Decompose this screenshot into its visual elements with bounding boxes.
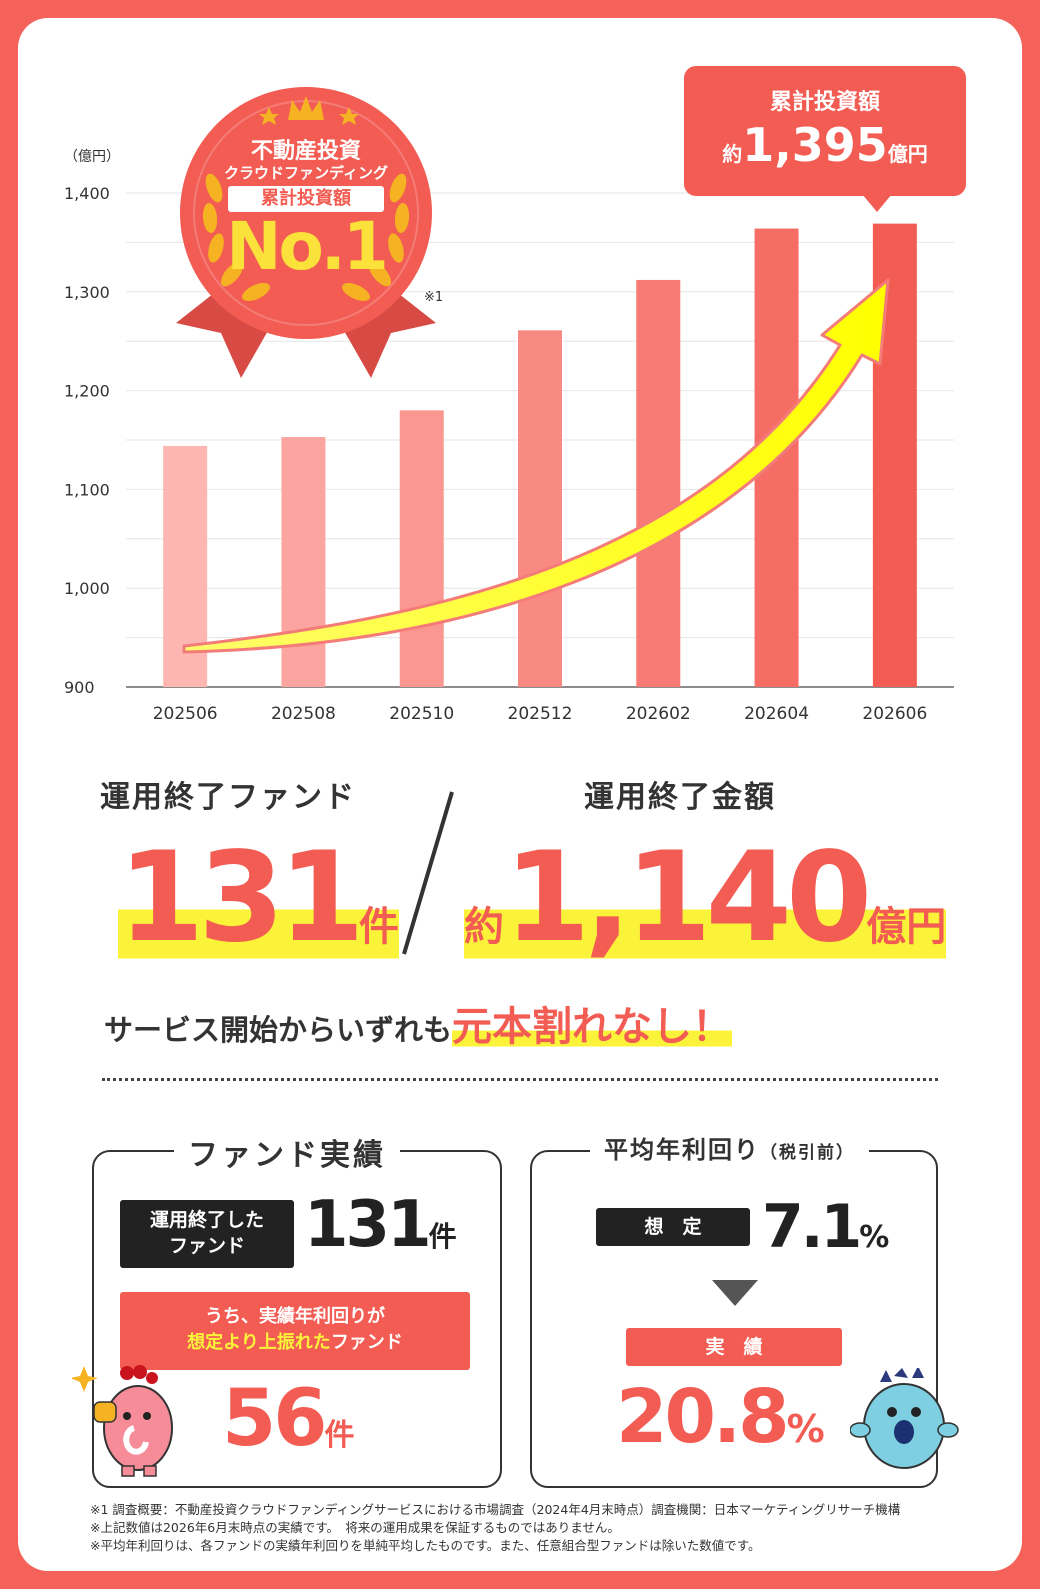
badge-line1: 不動産投資 (250, 139, 361, 164)
bar-202602 (636, 279, 681, 687)
crown-icon (259, 96, 359, 125)
amount-heading: 運用終了金額 (584, 780, 776, 815)
expected-label: 想 定 (596, 1208, 750, 1246)
actual-value: 20.8 (616, 1374, 790, 1460)
footnote-2: ※上記数値は2026年6月末時点の実績です。 将来の運用成果を保証するものではあ… (90, 1520, 620, 1535)
expected-yield: 7.1% (762, 1192, 889, 1262)
pink-mascot-icon (72, 1365, 173, 1477)
y-tick-label: 1,000 (64, 579, 110, 598)
fund-sub-line2-emph: 想定より上振れた (187, 1332, 331, 1353)
fund-sub-bar: うち、実績年利回りが 想定より上振れたファンド (120, 1292, 470, 1370)
bar-202512 (518, 330, 562, 687)
footnote-1: ※1 調査概要：不動産投資クラウドファンディングサービスにおける市場調査（202… (90, 1502, 901, 1517)
infographic-card: 202506 202508 202510 202512 202602 202604 2026… (18, 18, 1022, 1571)
bar-202510 (399, 410, 444, 687)
y-tick-label: 900 (64, 678, 95, 697)
investment-bar-chart: 202506 202508 202510 202512 202602 202604 2026… (64, 184, 954, 724)
x-tick-label: 202510 (389, 704, 454, 724)
badge-note-mark: ※1 (424, 290, 444, 305)
y-tick-label: 1,200 (64, 382, 110, 401)
bar-202508 (281, 437, 326, 687)
badge-medal-shape (176, 87, 436, 378)
growth-arrow (182, 278, 890, 654)
amount-prefix: 約 (464, 904, 504, 950)
total-investment-callout: 累計投資額 約1,395億円 (684, 66, 966, 212)
dotted-divider (102, 1078, 938, 1081)
amount-count: 約1,140億円 (464, 826, 947, 970)
y-tick-label: 1,100 (64, 480, 110, 499)
footnote-3: ※平均年利回りは、各ファンドの実績年利回りを単純平均したものです。また、任意組合… (90, 1538, 761, 1553)
badge-line3: 累計投資額 (228, 186, 384, 212)
y-tick-label: 1,300 (64, 283, 110, 302)
actual-label: 実 績 (626, 1328, 842, 1366)
x-tick-label: 202512 (508, 704, 573, 724)
funds-value: 131 (118, 826, 365, 970)
callout-prefix: 約 (722, 142, 743, 166)
yield-box: 平均年利回り（税引前） 想 定 7.1% 実 績 20.8% (530, 1130, 938, 1488)
expected-unit: % (859, 1220, 890, 1255)
amount-value: 1,140 (504, 826, 872, 970)
x-tick-label: 202606 (862, 704, 927, 724)
callout-value: 1,395 (742, 118, 888, 172)
fund-count-value: 131 (304, 1188, 432, 1262)
yield-box-title: 平均年利回り (604, 1136, 760, 1164)
fund-label-line1: 運用終了した (149, 1209, 264, 1231)
callout-title: 累計投資額 (769, 90, 880, 115)
footnotes: ※1 調査概要：不動産投資クラウドファンディングサービスにおける市場調査（202… (90, 1501, 900, 1555)
down-triangle-icon (712, 1280, 758, 1306)
x-tick-label: 202508 (271, 704, 336, 724)
fund-sub-count-unit: 件 (324, 1418, 355, 1453)
fund-count-unit: 件 (428, 1220, 457, 1253)
callout-pointer (862, 194, 892, 212)
blue-mascot-icon (850, 1368, 959, 1469)
yield-box-title-wrap: 平均年利回り（税引前） (590, 1130, 869, 1165)
x-tick-label: 202604 (744, 704, 809, 724)
callout-unit: 億円 (887, 142, 928, 166)
no1-badge: 不動産投資 クラウドファンディング 累計投資額 No.1 ※1 (166, 78, 446, 378)
funds-unit: 件 (358, 904, 399, 950)
fund-sub-count: 56件 (222, 1374, 355, 1464)
tagline: サービス開始からいずれも元本割れなし！ (104, 994, 733, 1052)
badge-rank: No.1 (226, 208, 389, 285)
yield-box-title-note: （税引前） (760, 1143, 855, 1163)
fund-sub-line1: うち、実績年利回りが (205, 1306, 385, 1327)
fund-label-bar: 運用終了した ファンド (120, 1200, 294, 1268)
y-tick-label: 1,400 (64, 184, 110, 203)
funds-count: 131件 (118, 826, 399, 970)
actual-unit: % (786, 1407, 825, 1451)
expected-value: 7.1 (762, 1192, 862, 1262)
tagline-plain: サービス開始からいずれも (104, 1013, 453, 1047)
badge-line2: クラウドファンディング (224, 164, 388, 182)
x-tick-label: 202506 (153, 704, 218, 724)
fund-count: 131件 (304, 1188, 457, 1262)
fund-sub-count-value: 56 (222, 1374, 328, 1464)
slash-divider (402, 791, 454, 955)
actual-yield: 20.8% (616, 1374, 825, 1460)
y-axis-unit: （億円） (64, 149, 120, 165)
tagline-emph: 元本割れなし！ (452, 1004, 733, 1050)
amount-unit: 億円 (866, 904, 947, 950)
fund-label-line2: ファンド (168, 1235, 245, 1257)
fund-box-title: ファンド実績 (174, 1130, 400, 1174)
x-tick-label: 202602 (626, 704, 691, 724)
funds-heading: 運用終了ファンド (100, 780, 356, 815)
fund-sub-line2-rest: ファンド (330, 1332, 403, 1353)
